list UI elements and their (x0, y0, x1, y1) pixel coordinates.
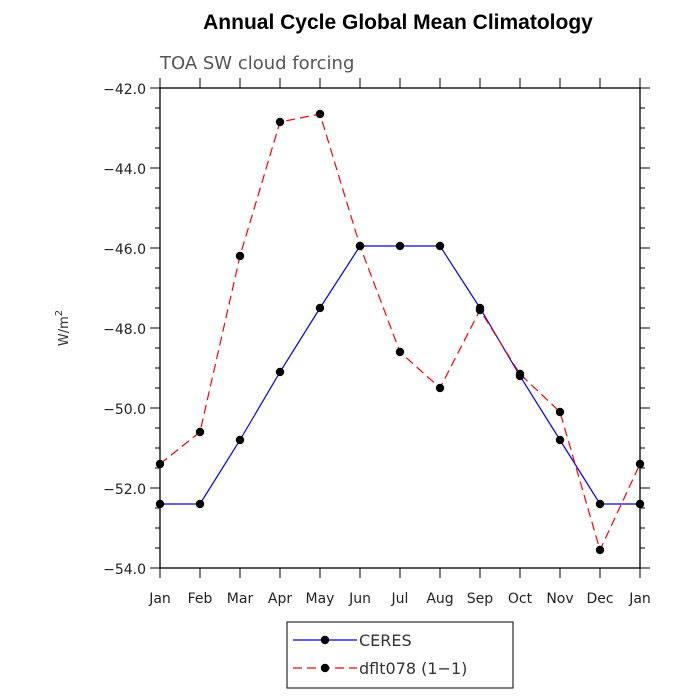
x-tick-label: Aug (426, 591, 453, 607)
data-point-0 (435, 241, 445, 251)
x-tick-label: Oct (508, 591, 533, 607)
legend-label-0: CERES (359, 631, 412, 650)
data-point-0 (275, 367, 285, 377)
data-point-1 (235, 251, 245, 261)
legend-marker-0 (320, 635, 330, 645)
legend-label-1: dflt078 (1−1) (359, 659, 467, 678)
x-tick-label: Jan (148, 591, 171, 607)
data-point-1 (195, 427, 205, 437)
plot-frame (159, 87, 641, 569)
data-point-0 (555, 435, 565, 445)
x-tick-label: Sep (467, 591, 494, 607)
x-tick-label: Mar (227, 591, 254, 607)
series-line-0 (160, 245, 640, 505)
x-tick-label: Dec (586, 591, 613, 607)
data-point-1 (435, 383, 445, 393)
x-tick-label: Apr (268, 591, 292, 607)
data-point-0 (395, 241, 405, 251)
x-tick-label: Feb (188, 591, 213, 607)
x-tick-label: Nov (546, 591, 573, 607)
data-point-1 (635, 459, 645, 469)
data-point-1 (275, 117, 285, 127)
y-tick-label: −48.0 (103, 322, 146, 338)
chart-title: Annual Cycle Global Mean Climatology (203, 11, 593, 34)
series-line-1 (159, 113, 641, 552)
data-point-1 (595, 545, 605, 555)
data-point-0 (195, 499, 205, 509)
data-point-1 (475, 305, 485, 315)
data-point-1 (355, 241, 365, 251)
data-point-0 (595, 499, 605, 509)
chart-subtitle: TOA SW cloud forcing (159, 53, 354, 74)
y-axis-label: W/m2 (54, 310, 72, 346)
data-point-0 (635, 499, 645, 509)
legend-marker-1 (320, 663, 330, 673)
y-tick-label: −52.0 (103, 482, 146, 498)
data-point-0 (155, 499, 165, 509)
legend-box (286, 621, 514, 689)
y-tick-label: −42.0 (103, 82, 146, 98)
data-point-1 (155, 459, 165, 469)
data-point-0 (235, 435, 245, 445)
y-axis-label-unit: W/m (57, 316, 72, 346)
y-axis-label-superscript: 2 (54, 310, 65, 316)
x-tick-label: Jun (348, 591, 371, 607)
data-point-1 (555, 407, 565, 417)
y-tick-label: −44.0 (103, 162, 146, 178)
x-tick-label: Jul (391, 591, 409, 607)
data-point-1 (515, 369, 525, 379)
data-point-1 (315, 109, 325, 119)
data-point-0 (315, 303, 325, 313)
x-tick-label: May (306, 591, 335, 607)
data-point-1 (395, 347, 405, 357)
y-tick-label: −50.0 (103, 402, 146, 418)
y-tick-label: −46.0 (103, 242, 146, 258)
y-tick-label: −54.0 (103, 562, 146, 578)
x-tick-label: Jan (628, 591, 651, 607)
